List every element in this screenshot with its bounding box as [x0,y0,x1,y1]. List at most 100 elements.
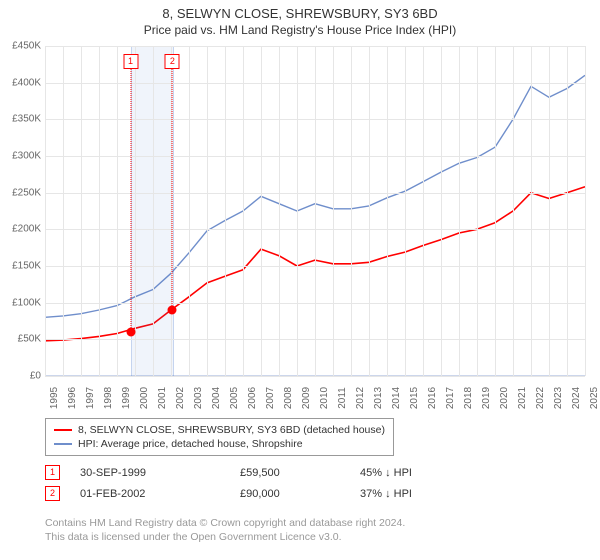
y-axis-label: £150K [12,261,45,272]
gridline-v [585,46,586,376]
transaction-leader [172,69,173,310]
transaction-row: 1 30-SEP-1999 £59,500 45% ↓ HPI [45,462,480,483]
chart-title: 8, SELWYN CLOSE, SHREWSBURY, SY3 6BD [0,0,600,21]
x-axis-label: 2008 [279,387,294,409]
x-axis-label: 2004 [207,387,222,409]
gridline-v [531,46,532,376]
gridline-v [333,46,334,376]
x-axis-label: 2011 [333,387,348,409]
legend: 8, SELWYN CLOSE, SHREWSBURY, SY3 6BD (de… [45,418,394,456]
x-axis-label: 1997 [81,387,96,409]
y-axis-label: £200K [12,224,45,235]
x-axis-label: 2023 [549,387,564,409]
gridline-v [297,46,298,376]
gridline-v [549,46,550,376]
gridline-v [63,46,64,376]
x-axis-label: 2014 [387,387,402,409]
y-axis-label: £250K [12,187,45,198]
transaction-pct: 45% ↓ HPI [360,467,480,479]
transaction-marker: 2 [165,54,180,69]
transaction-date: 30-SEP-1999 [80,467,220,479]
gridline-v [369,46,370,376]
gridline-v [477,46,478,376]
transaction-row-marker: 1 [45,465,60,480]
x-axis-label: 2006 [243,387,258,409]
x-axis-label: 1999 [117,387,132,409]
x-axis-label: 2024 [567,387,582,409]
y-axis-label: £400K [12,77,45,88]
gridline-v [45,46,46,376]
transaction-point [126,328,135,337]
y-axis-label: £350K [12,114,45,125]
gridline-v [495,46,496,376]
x-axis-label: 2012 [351,387,366,409]
y-axis-label: £50K [18,334,45,345]
x-axis-label: 2003 [189,387,204,409]
x-axis-label: 2017 [441,387,456,409]
x-axis-label: 2020 [495,387,510,409]
gridline-v [279,46,280,376]
transaction-marker: 1 [123,54,138,69]
gridline-v [567,46,568,376]
footnote-line-1: Contains HM Land Registry data © Crown c… [45,516,405,530]
gridline-v [351,46,352,376]
transaction-price: £59,500 [240,467,340,479]
chart-subtitle: Price paid vs. HM Land Registry's House … [0,21,600,41]
transaction-pct: 37% ↓ HPI [360,488,480,500]
gridline-v [459,46,460,376]
transaction-point [168,306,177,315]
y-axis-label: £300K [12,151,45,162]
y-axis-label: £0 [30,371,45,382]
transaction-price: £90,000 [240,488,340,500]
x-axis-label: 2015 [405,387,420,409]
gridline-v [243,46,244,376]
legend-swatch [54,443,72,445]
x-axis-label: 2021 [513,387,528,409]
legend-label: 8, SELWYN CLOSE, SHREWSBURY, SY3 6BD (de… [78,424,385,436]
gridline-v [117,46,118,376]
x-axis-label: 2019 [477,387,492,409]
gridline-v [423,46,424,376]
x-axis-label: 2002 [171,387,186,409]
x-axis-label: 2005 [225,387,240,409]
gridline-v [207,46,208,376]
x-axis-label: 2000 [135,387,150,409]
x-axis-label: 1995 [45,387,60,409]
transaction-row: 2 01-FEB-2002 £90,000 37% ↓ HPI [45,483,480,504]
gridline-v [261,46,262,376]
legend-swatch [54,429,72,431]
legend-label: HPI: Average price, detached house, Shro… [78,438,303,450]
x-axis-label: 2016 [423,387,438,409]
transaction-row-marker: 2 [45,486,60,501]
y-axis-label: £100K [12,297,45,308]
x-axis-label: 2013 [369,387,384,409]
gridline-v [99,46,100,376]
x-axis-label: 2009 [297,387,312,409]
gridline-v [189,46,190,376]
footnote-line-2: This data is licensed under the Open Gov… [45,530,405,544]
x-axis-label: 2025 [585,387,600,409]
gridline-v [225,46,226,376]
x-axis-label: 2018 [459,387,474,409]
gridline-v [387,46,388,376]
transaction-leader [130,69,131,332]
transaction-date: 01-FEB-2002 [80,488,220,500]
x-axis-label: 2001 [153,387,168,409]
x-axis-label: 2010 [315,387,330,409]
gridline-v [153,46,154,376]
gridline-v [441,46,442,376]
x-axis-label: 1996 [63,387,78,409]
gridline-v [135,46,136,376]
x-axis-label: 2007 [261,387,276,409]
transaction-table: 1 30-SEP-1999 £59,500 45% ↓ HPI 2 01-FEB-2002… [45,462,480,504]
legend-item: HPI: Average price, detached house, Shro… [54,437,385,451]
footnote: Contains HM Land Registry data © Crown c… [45,516,405,544]
x-axis-label: 2022 [531,387,546,409]
gridline-v [81,46,82,376]
y-axis-label: £450K [12,41,45,52]
gridline-h [45,376,585,377]
plot-area: £0£50K£100K£150K£200K£250K£300K£350K£400… [45,46,585,376]
legend-item: 8, SELWYN CLOSE, SHREWSBURY, SY3 6BD (de… [54,423,385,437]
gridline-v [315,46,316,376]
gridline-v [405,46,406,376]
